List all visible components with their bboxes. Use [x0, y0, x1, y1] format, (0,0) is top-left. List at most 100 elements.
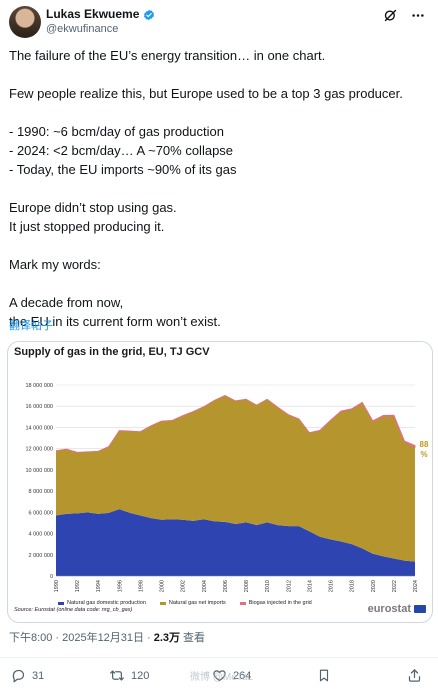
tweet-text-line: Few people realize this, but Europe used… — [9, 86, 403, 101]
y-tick-label: 6 000 000 — [29, 510, 53, 516]
tweet-text-line: the EU in its current form won’t exist. — [9, 314, 221, 329]
x-tick-label: 2016 — [329, 580, 335, 592]
y-tick-label: 8 000 000 — [29, 489, 53, 495]
area-biogas — [55, 395, 416, 453]
area-net-imports — [56, 395, 415, 562]
bookmark-button[interactable] — [317, 668, 331, 683]
gas-supply-chart: 0 2 000 000 4 000 000 6 000 000 8 000 000 10 … — [25, 383, 419, 592]
x-tick-label: 2008 — [244, 580, 250, 592]
weibo-watermark: 微博 @MeTaL — [190, 672, 253, 683]
x-tick-label: 2014 — [307, 580, 313, 592]
eu-flag-icon — [414, 605, 426, 613]
heart-icon — [213, 670, 226, 682]
import-share-value: 88 — [419, 440, 429, 449]
x-tick-label: 2022 — [392, 580, 398, 592]
action-divider — [0, 657, 438, 658]
x-tick-label: 1992 — [75, 580, 81, 592]
x-tick-label: 2020 — [371, 580, 377, 592]
x-tick-label: 2024 — [413, 580, 419, 592]
x-tick-label: 2002 — [181, 580, 187, 592]
tweet-text-line: Mark my words: — [9, 257, 101, 272]
x-tick-label: 1994 — [96, 580, 102, 592]
view-count: 2.3万 — [153, 632, 181, 644]
x-tick-label: 1996 — [117, 580, 123, 592]
legend-label-imports: Natural gas net imports — [168, 600, 226, 606]
y-tick-label: 12 000 000 — [25, 447, 53, 453]
x-tick-label: 2006 — [223, 580, 229, 592]
y-tick-label: 10 000 000 — [25, 468, 53, 474]
tweet-text-line — [9, 179, 429, 198]
tweet-header: Lukas Ekwueme @ekwufinance — [0, 0, 438, 46]
y-tick-label: 4 000 000 — [29, 532, 53, 538]
meta-separator: · — [147, 632, 151, 644]
chart-title: Supply of gas in the grid, EU, TJ GCV — [14, 346, 210, 358]
reply-icon — [12, 669, 25, 683]
chart-image-card[interactable]: Supply of gas in the grid, EU, TJ GCV 0 2… — [7, 341, 433, 623]
repost-icon — [110, 670, 124, 681]
tweet-date[interactable]: 2025年12月31日 — [62, 632, 145, 644]
area-domestic-production — [56, 509, 415, 576]
translate-post-link[interactable]: 翻译帖子 — [9, 320, 53, 332]
repost-button[interactable]: 120 — [109, 668, 149, 683]
reply-count: 31 — [32, 669, 45, 682]
share-button[interactable] — [407, 668, 422, 683]
legend-item-biogas: Biogas injected in the grid — [239, 600, 312, 607]
verified-badge-icon — [144, 9, 155, 20]
y-tick-label: 14 000 000 — [25, 425, 53, 431]
x-tick-label: 2000 — [160, 580, 166, 592]
y-tick-label: 18 000 000 — [25, 383, 53, 389]
tweet-text-line — [9, 236, 429, 255]
author-handle[interactable]: @ekwufinance — [46, 23, 119, 35]
x-tick-label: 1998 — [138, 580, 144, 592]
author-name[interactable]: Lukas Ekwueme — [46, 7, 140, 21]
bookmark-icon — [319, 669, 329, 682]
like-button[interactable]: 264 — [212, 668, 251, 683]
reply-button[interactable]: 31 — [11, 668, 44, 683]
tweet-text-line: - Today, the EU imports ~90% of its gas — [9, 162, 237, 177]
import-share-unit: % — [420, 450, 428, 459]
legend-item-domestic: Natural gas domestic production — [58, 600, 146, 607]
chart-legend: Natural gas domestic production Natural … — [58, 600, 312, 607]
meta-separator: · — [55, 632, 60, 644]
x-tick-label: 2012 — [286, 580, 292, 592]
tweet-text-line: - 1990: ~6 bcm/day of gas production — [9, 124, 224, 139]
legend-swatch-biogas — [239, 602, 246, 605]
legend-label-biogas: Biogas injected in the grid — [248, 600, 312, 606]
avatar[interactable] — [9, 6, 41, 38]
tweet-text-line: The failure of the EU’s energy transitio… — [9, 48, 326, 63]
eurostat-brand: eurostat — [367, 603, 411, 615]
legend-swatch-imports — [159, 602, 166, 605]
x-tick-label: 2010 — [265, 580, 271, 592]
y-tick-label: 0 — [50, 574, 53, 580]
view-count-label: 查看 — [183, 632, 206, 644]
x-tick-label: 1990 — [54, 580, 60, 592]
tweet-text-line — [9, 274, 429, 293]
legend-label-domestic: Natural gas domestic production — [67, 600, 146, 606]
tweet-text-line: It just stopped producing it. — [9, 219, 165, 234]
tweet-text-line — [9, 103, 429, 122]
share-icon — [408, 669, 421, 682]
tweet-text-line — [9, 65, 429, 84]
tweet-text-line: - 2024: <2 bcm/day… A ~70% collapse — [9, 143, 234, 158]
tweet-action-bar: 31 120 264 — [0, 664, 438, 690]
legend-item-imports: Natural gas net imports — [159, 600, 226, 607]
tweet-text-line: A decade from now, — [9, 295, 124, 310]
eurostat-logo: eurostat — [368, 603, 426, 615]
y-tick-label: 16 000 000 — [25, 404, 53, 410]
x-tick-label: 2004 — [202, 580, 208, 592]
header-actions — [383, 8, 426, 23]
x-tick-label: 2018 — [350, 580, 356, 592]
y-tick-label: 2 000 000 — [29, 553, 53, 559]
tweet-text: The failure of the EU’s energy transitio… — [9, 46, 429, 331]
tweet-text-line: Europe didn’t stop using gas. — [9, 200, 177, 215]
chart-source: Source: Eurostat (online data code: nrg_… — [14, 607, 133, 613]
repost-count: 120 — [131, 669, 150, 682]
like-count: 264 — [233, 669, 252, 682]
tweet-meta: 下午8:00 · 2025年12月31日 · 2.3万 查看 — [9, 631, 205, 645]
grok-icon[interactable] — [383, 8, 398, 23]
import-share-annotation: 88 % — [417, 440, 431, 460]
author-name-row[interactable]: Lukas Ekwueme — [46, 7, 155, 22]
more-icon[interactable] — [410, 8, 426, 23]
legend-swatch-domestic — [58, 602, 64, 605]
tweet-time[interactable]: 下午8:00 — [9, 632, 53, 644]
